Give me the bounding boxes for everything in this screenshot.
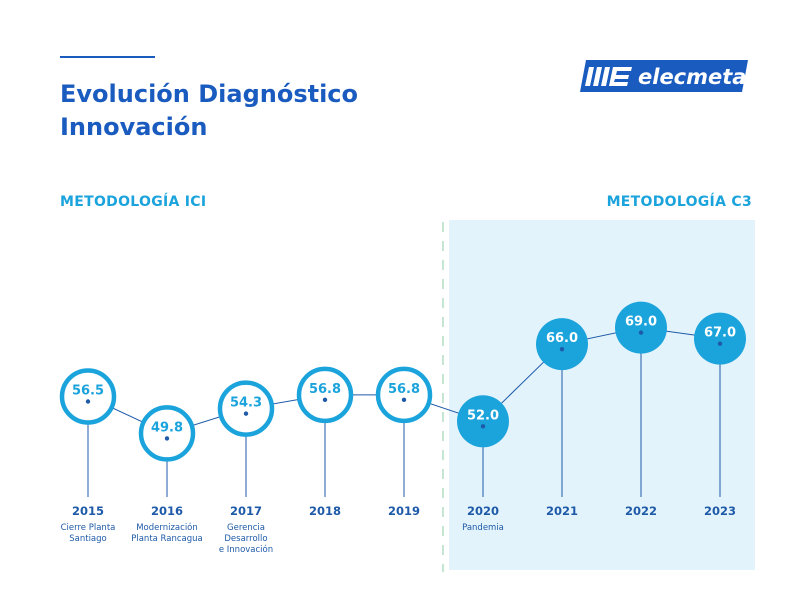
year-label-2016: 2016 — [151, 504, 183, 518]
data-marker-2020 — [457, 395, 509, 448]
data-label-2016: 49.8 — [151, 420, 183, 435]
annotation-2020-line1: Pandemia — [462, 523, 504, 533]
data-marker-2016 — [138, 405, 196, 462]
data-marker-2018 — [296, 366, 354, 424]
data-label-2017: 54.3 — [230, 396, 262, 411]
data-dot-2022 — [638, 330, 644, 335]
year-label-2017: 2017 — [230, 504, 262, 518]
c3-highlight-area — [449, 220, 755, 570]
data-dot-2021 — [559, 346, 565, 352]
annotation-2017-line2: Desarrollo — [224, 534, 267, 544]
year-label-2015: 2015 — [72, 504, 104, 518]
elecmetal-logo: elecmetal — [580, 60, 748, 92]
method-label-ici: METODOLOGÍA ICI — [60, 194, 207, 210]
data-dot-2018 — [322, 397, 328, 403]
year-label-2019: 2019 — [388, 504, 420, 518]
year-label-2022: 2022 — [625, 504, 657, 518]
annotation-2017-line1: Gerencia — [227, 523, 265, 533]
method-label-c3: METODOLOGÍA C3 — [606, 194, 752, 210]
data-marker-2021 — [536, 318, 588, 371]
data-label-2019: 56.8 — [388, 382, 420, 397]
annotation-2017-line3: e Innovación — [219, 544, 273, 555]
page-title-line1: Evolución Diagnóstico — [60, 80, 359, 108]
data-marker-2019 — [375, 366, 433, 424]
data-marker-2015 — [59, 368, 117, 425]
data-label-2018: 56.8 — [309, 382, 341, 397]
data-marker-2022 — [615, 301, 667, 354]
year-label-2020: 2020 — [467, 504, 499, 518]
data-marker-2023 — [694, 312, 746, 365]
data-dot-2019 — [401, 397, 407, 403]
data-dot-2015 — [85, 399, 91, 404]
year-label-2023: 2023 — [704, 504, 736, 518]
data-label-2020: 52.0 — [467, 408, 499, 423]
data-label-2015: 56.5 — [72, 384, 104, 399]
year-label-2018: 2018 — [309, 504, 341, 518]
annotation-2015-line1: Cierre Planta — [61, 523, 116, 533]
data-dot-2016 — [164, 436, 170, 441]
title-rule — [60, 56, 155, 58]
annotation-2015-line2: Santiago — [69, 534, 107, 544]
logo-text: elecmetal — [638, 65, 748, 89]
data-dot-2020 — [480, 424, 486, 429]
data-label-2021: 66.0 — [546, 331, 578, 346]
annotation-2016-line1: Modernización — [136, 522, 198, 533]
data-marker-2017 — [217, 380, 275, 437]
data-label-2022: 69.0 — [625, 315, 657, 330]
data-dot-2017 — [243, 411, 249, 416]
page-title: Evolución Diagnóstico Innovación — [60, 78, 358, 144]
me-logo-icon — [585, 67, 632, 86]
year-label-2021: 2021 — [546, 504, 578, 518]
page-title-line2: Innovación — [60, 113, 208, 141]
data-label-2023: 67.0 — [704, 326, 736, 341]
data-dot-2023 — [717, 341, 723, 346]
annotation-2016-line2: Planta Rancagua — [131, 534, 203, 544]
